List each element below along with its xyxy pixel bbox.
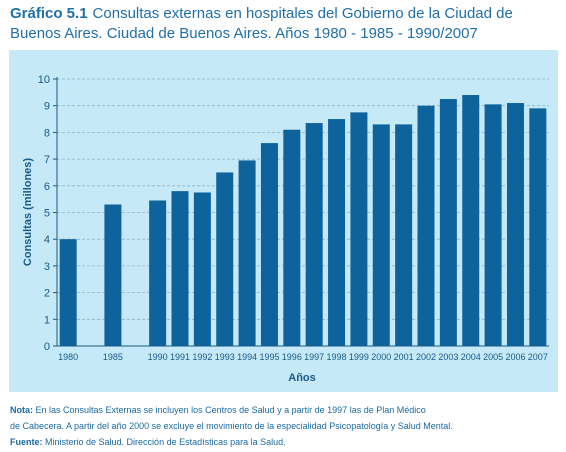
bar-1993 [216, 172, 234, 346]
bar-1991 [171, 191, 189, 346]
x-tick-label-1992: 1992 [192, 352, 212, 362]
x-tick-label-1998: 1998 [327, 352, 347, 362]
bar-1998 [328, 119, 346, 346]
y-tick-label: 2 [44, 288, 50, 300]
bar-1980 [59, 239, 77, 346]
bar-1997 [305, 123, 323, 347]
x-tick-label-1999: 1999 [349, 352, 369, 362]
bar-2003 [439, 99, 457, 347]
note-line-2: de Cabecera. A partir del año 2000 se ex… [10, 421, 453, 431]
bar-2007 [529, 108, 547, 346]
bars [59, 95, 547, 347]
x-tick-label-2006: 2006 [505, 352, 525, 362]
x-axis-title: Años [288, 372, 316, 384]
chart-title-text: Consultas externas en hospitales del Gob… [10, 5, 513, 42]
x-tick-label-2004: 2004 [461, 352, 481, 362]
x-tick-label-1993: 1993 [215, 352, 235, 362]
y-tick-label: 8 [44, 127, 50, 139]
chart-title: Gráfico 5.1 Consultas externas en hospita… [10, 4, 560, 44]
y-tick-label: 3 [44, 261, 50, 273]
x-tick-label-2003: 2003 [438, 352, 458, 362]
axes: 0 1 2 3 4 5 6 7 8 9 10 1980 1985 1990 1991 1992 1993 1994… [38, 74, 549, 362]
y-tick-label: 1 [44, 314, 50, 326]
bar-1985 [104, 204, 122, 346]
bar-1996 [283, 129, 301, 346]
bar-2002 [417, 105, 435, 346]
x-tick-label-1985: 1985 [103, 352, 123, 362]
bar-1995 [260, 143, 278, 346]
note-label: Nota: [10, 405, 33, 415]
y-tick-label: 4 [44, 234, 50, 246]
bar-2006 [506, 103, 524, 346]
bar-1992 [193, 192, 211, 346]
x-tick-label-2002: 2002 [416, 352, 436, 362]
bar-1994 [238, 160, 256, 346]
chart-panel: 0 1 2 3 4 5 6 7 8 9 10 1980 1985 1990 1991 1992 1993 1994… [9, 50, 558, 392]
y-tick-label: 9 [44, 101, 50, 113]
bar-2005 [484, 104, 502, 346]
bar-1990 [149, 200, 167, 346]
y-tick-label: 10 [38, 74, 50, 86]
x-tick-label-2001: 2001 [394, 352, 414, 362]
source-label: Fuente: [10, 437, 43, 447]
x-tick-label-1980: 1980 [58, 352, 78, 362]
x-tick-label-1995: 1995 [259, 352, 279, 362]
note-text-1: En las Consultas Externas se incluyen lo… [35, 405, 426, 415]
source-line: Fuente: Ministerio de Salud. Dirección d… [10, 434, 560, 450]
x-tick-label-1996: 1996 [282, 352, 302, 362]
x-tick-label-2007: 2007 [528, 352, 548, 362]
y-tick-label: 5 [44, 208, 50, 220]
y-tick-label: 0 [44, 341, 50, 353]
bar-chart: 0 1 2 3 4 5 6 7 8 9 10 1980 1985 1990 1991 1992 1993 1994… [22, 74, 549, 384]
chart-notes: Nota: En las Consultas Externas se inclu… [10, 402, 560, 450]
bar-1999 [350, 112, 368, 346]
bar-2001 [395, 124, 413, 346]
y-tick-label: 6 [44, 181, 50, 193]
bar-2004 [462, 95, 480, 346]
x-tick-label-2005: 2005 [483, 352, 503, 362]
x-tick-label-2000: 2000 [371, 352, 391, 362]
source-text: Ministerio de Salud. Dirección de Estadí… [45, 437, 286, 447]
bar-2000 [372, 124, 390, 346]
chart-number-label: Gráfico 5.1 [10, 5, 88, 22]
note-line-1: Nota: En las Consultas Externas se inclu… [10, 402, 560, 418]
x-tick-label-1990: 1990 [148, 352, 168, 362]
y-axis-title: Consultas (millones) [22, 158, 34, 267]
y-tick-label: 7 [44, 154, 50, 166]
x-tick-label-1991: 1991 [170, 352, 190, 362]
x-tick-label-1997: 1997 [304, 352, 324, 362]
x-tick-label-1994: 1994 [237, 352, 257, 362]
